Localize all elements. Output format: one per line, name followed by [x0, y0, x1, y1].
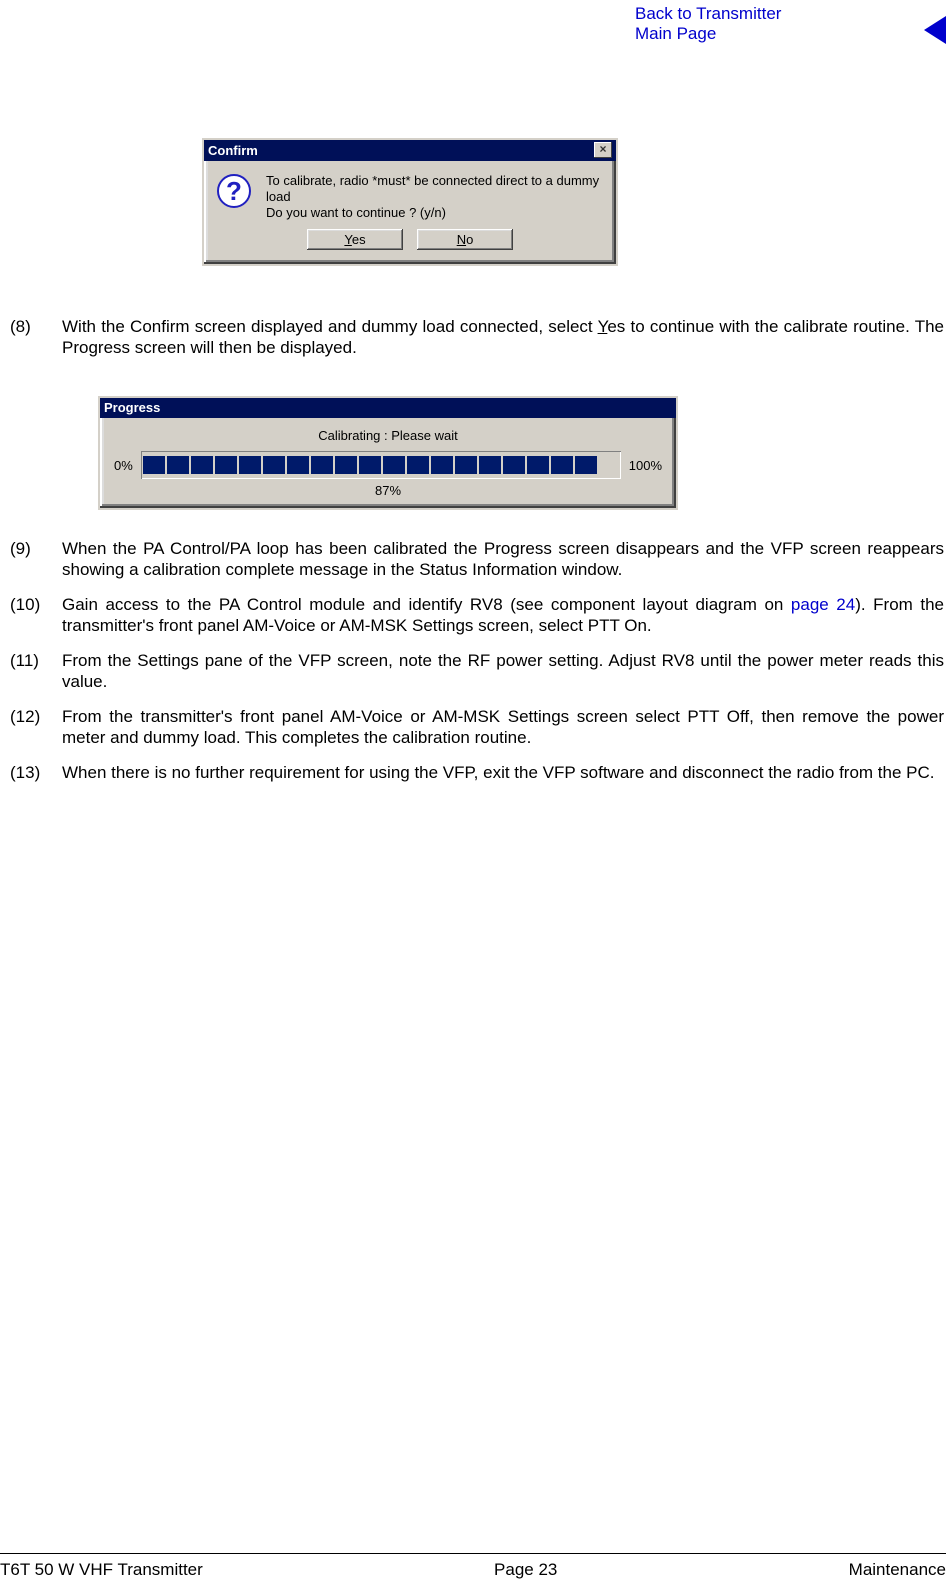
progress-segment [191, 456, 213, 474]
progress-dialog: Progress Calibrating : Please wait 0% 10… [98, 396, 678, 510]
progress-segment [215, 456, 237, 474]
progress-segment [167, 456, 189, 474]
step-12: (12) From the transmitter's front panel … [10, 706, 944, 748]
progress-percent: 87% [114, 483, 662, 498]
back-arrow-icon[interactable] [924, 16, 946, 44]
progress-segment [575, 456, 597, 474]
step-8: (8) With the Confirm screen displayed an… [10, 316, 944, 372]
step-number: (8) [10, 316, 62, 358]
step-number: (13) [10, 762, 62, 783]
step-text: From the Settings pane of the VFP screen… [62, 650, 944, 692]
footer-center: Page 23 [494, 1560, 557, 1580]
confirm-title: Confirm [208, 143, 258, 158]
confirm-dialog: Confirm × ? To calibrate, radio *must* b… [202, 138, 618, 266]
progress-segment [263, 456, 285, 474]
progress-title: Progress [104, 400, 160, 415]
progress-segment [383, 456, 405, 474]
step-text: Gain access to the PA Control module and… [62, 594, 944, 636]
progress-segment [479, 456, 501, 474]
step-number: (11) [10, 650, 62, 692]
progress-left-label: 0% [114, 458, 133, 473]
step-number: (12) [10, 706, 62, 748]
step-11: (11) From the Settings pane of the VFP s… [10, 650, 944, 692]
step-13: (13) When there is no further requiremen… [10, 762, 944, 783]
step-text: When the PA Control/PA loop has been cal… [62, 538, 944, 580]
confirm-titlebar: Confirm × [204, 140, 616, 161]
back-link-line1: Back to Transmitter [635, 4, 781, 23]
svg-text:?: ? [226, 176, 242, 206]
confirm-line2: Do you want to continue ? (y/n) [266, 205, 446, 220]
confirm-line1: To calibrate, radio *must* be connected … [266, 173, 599, 204]
back-link[interactable]: Back to Transmitter Main Page [635, 4, 781, 44]
confirm-message: To calibrate, radio *must* be connected … [266, 173, 602, 221]
step-number: (9) [10, 538, 62, 580]
progress-segment [527, 456, 549, 474]
step-9: (9) When the PA Control/PA loop has been… [10, 538, 944, 580]
footer-right: Maintenance [849, 1560, 946, 1580]
step-10: (10) Gain access to the PA Control modul… [10, 594, 944, 636]
progress-right-label: 100% [629, 458, 662, 473]
footer-left: T6T 50 W VHF Transmitter [0, 1560, 203, 1580]
progress-segment [551, 456, 573, 474]
page-header: Back to Transmitter Main Page [0, 4, 948, 54]
progress-segment [431, 456, 453, 474]
progress-segment [335, 456, 357, 474]
step-text: When there is no further requirement for… [62, 762, 944, 783]
progress-segment [503, 456, 525, 474]
progress-segment [359, 456, 381, 474]
step-number: (10) [10, 594, 62, 636]
progress-titlebar: Progress [100, 398, 676, 418]
step-text: From the transmitter's front panel AM-Vo… [62, 706, 944, 748]
back-link-line2: Main Page [635, 24, 716, 43]
question-icon: ? [216, 173, 252, 209]
yes-button[interactable]: Yes [307, 229, 403, 250]
progress-segment [311, 456, 333, 474]
progress-segment [143, 456, 165, 474]
page-link[interactable]: page 24 [791, 595, 855, 614]
no-button[interactable]: No [417, 229, 513, 250]
steps-block: (9) When the PA Control/PA loop has been… [10, 538, 944, 797]
progress-segment [455, 456, 477, 474]
progress-segment [287, 456, 309, 474]
progress-bar [141, 451, 621, 479]
progress-segment [407, 456, 429, 474]
page-footer: T6T 50 W VHF Transmitter Page 23 Mainten… [0, 1553, 946, 1580]
progress-label: Calibrating : Please wait [114, 428, 662, 443]
progress-segment [239, 456, 261, 474]
close-icon[interactable]: × [594, 142, 612, 158]
step-text: With the Confirm screen displayed and du… [62, 316, 944, 358]
